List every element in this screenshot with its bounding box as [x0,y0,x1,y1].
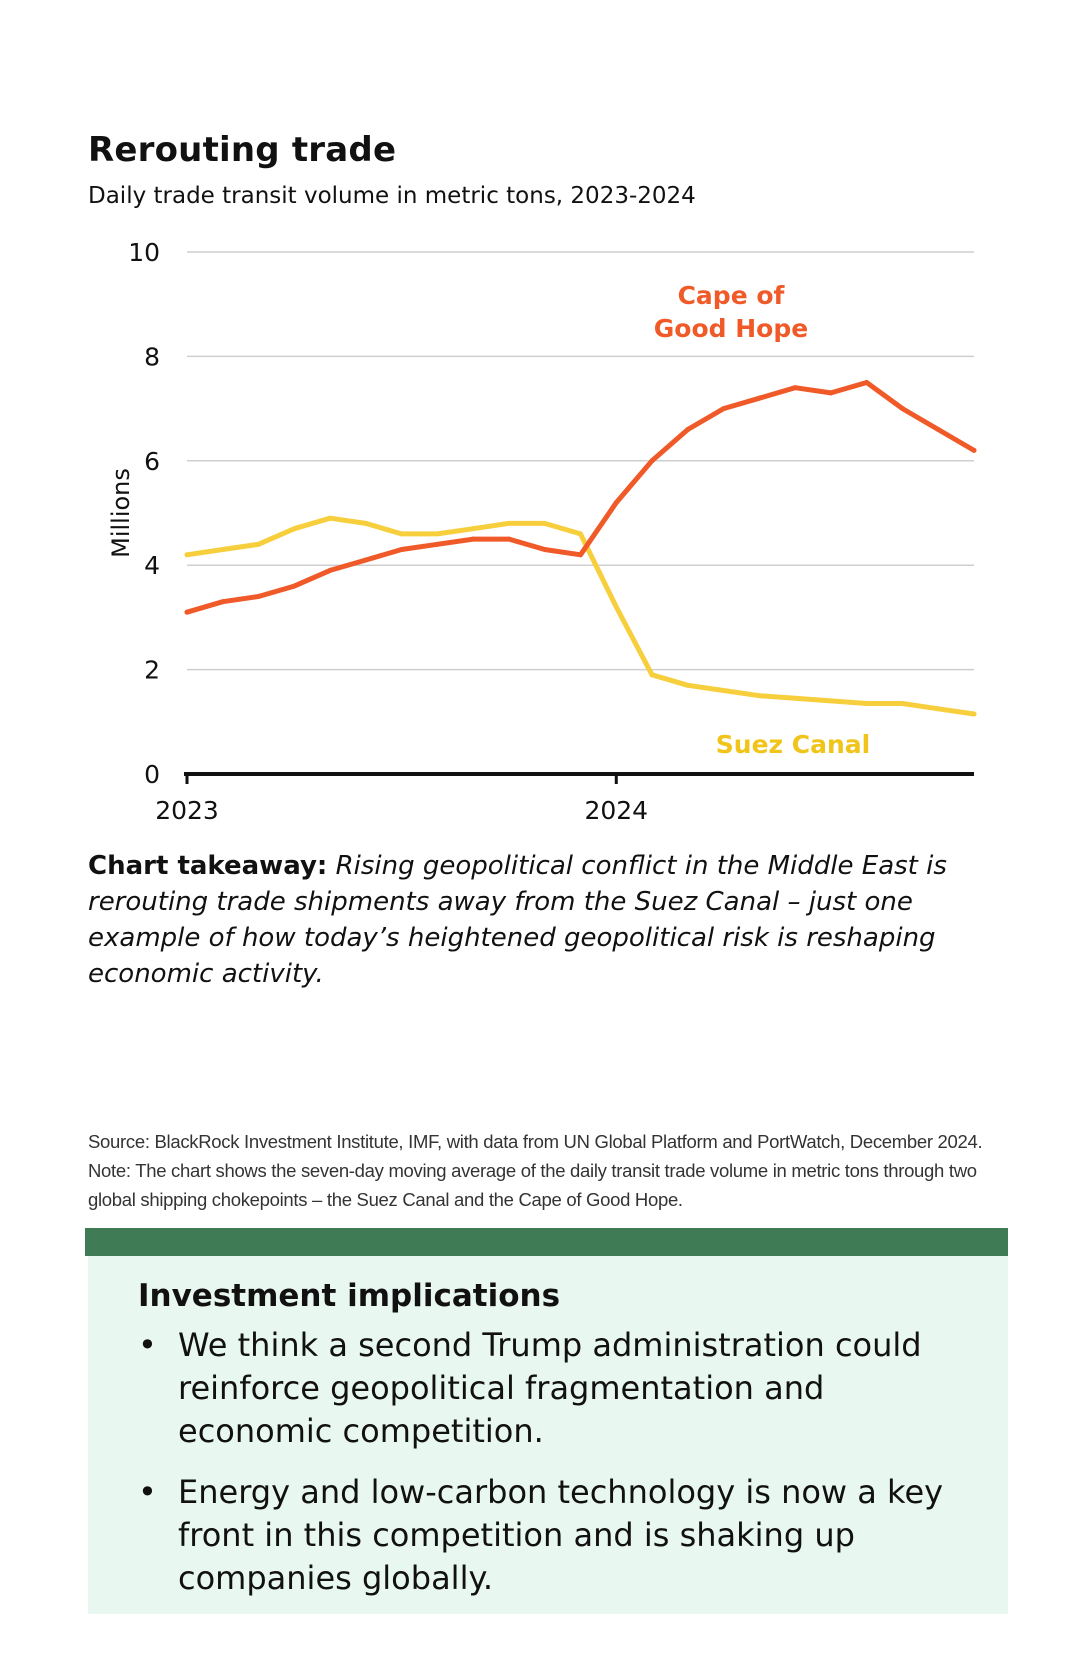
chart-subtitle: Daily trade transit volume in metric ton… [88,183,696,209]
data-point [291,583,297,589]
data-point [649,458,655,464]
data-point [542,547,548,553]
data-point [899,701,905,707]
implications-panel: Investment implications • We think a sec… [88,1256,1008,1614]
series-label-suez: Suez Canal [716,730,870,759]
data-point [721,406,727,412]
series-line-cape [184,380,977,615]
y-tick-label: 8 [144,342,160,371]
data-point [828,390,834,396]
takeaway-label: Chart takeaway: [88,851,328,881]
data-point [291,526,297,532]
y-axis-label: Millions [107,468,135,558]
series-label-cape: Cape of [678,281,786,310]
data-point [399,547,405,553]
data-point [434,531,440,537]
implication-item: • We think a second Trump administration… [88,1324,988,1453]
data-point [542,520,548,526]
data-point [327,515,333,521]
bullet-icon: • [138,1326,157,1364]
implications-list: • We think a second Trump administration… [88,1324,988,1618]
data-point [792,695,798,701]
data-point [756,693,762,699]
data-point [864,701,870,707]
data-point [613,604,619,610]
source-note: Source: BlackRock Investment Institute, … [88,1131,983,1210]
y-tick-label: 10 [128,238,160,267]
data-point [864,380,870,385]
x-tick-label: 2024 [584,796,648,820]
takeaway-text: Rising geopolitical conflict in the Midd… [88,851,947,989]
data-point [506,536,512,542]
data-point [578,531,583,537]
data-point [721,687,727,693]
data-point [256,594,262,600]
data-point [470,536,476,542]
data-point [220,599,226,605]
chart-title: Rerouting trade [88,130,397,170]
data-point [470,526,476,532]
data-point [792,385,798,391]
data-point [256,541,262,547]
implication-text: Energy and low-carbon technology is now … [178,1473,944,1597]
data-point [506,520,512,526]
data-point [828,698,834,704]
y-tick-label: 0 [144,760,160,789]
y-tick-label: 2 [144,656,160,685]
data-point [578,552,583,558]
implications-heading: Investment implications [138,1278,561,1314]
data-point [649,672,655,678]
data-point [971,711,977,717]
data-point [756,395,762,401]
data-point [220,547,226,553]
series-label-cape: Good Hope [654,314,808,343]
data-point [327,567,333,573]
data-point [971,447,977,453]
data-point [363,520,369,526]
line-chart: 0 2 4 6 8 10 Millions 2023 2024 Cape of Good Hope S… [107,238,977,820]
data-point [434,541,440,547]
data-point [935,706,941,712]
chart-takeaway: Chart takeaway: Rising geopolitical conf… [88,848,1018,992]
data-point [685,682,691,688]
data-point [363,557,369,563]
section-divider-bar [85,1228,1008,1256]
series-line-suez [184,515,977,717]
data-point [399,531,405,537]
data-point [685,426,691,432]
y-tick-label: 4 [144,551,160,580]
y-tick-label: 6 [144,447,160,476]
data-point [184,609,190,615]
data-point [184,552,190,558]
x-tick-label: 2023 [155,796,219,820]
implication-text: We think a second Trump administration c… [178,1326,922,1450]
data-point [613,500,619,506]
implication-item: • Energy and low-carbon technology is no… [88,1471,988,1600]
data-point [935,426,941,432]
data-point [899,406,905,412]
bullet-icon: • [138,1473,157,1511]
